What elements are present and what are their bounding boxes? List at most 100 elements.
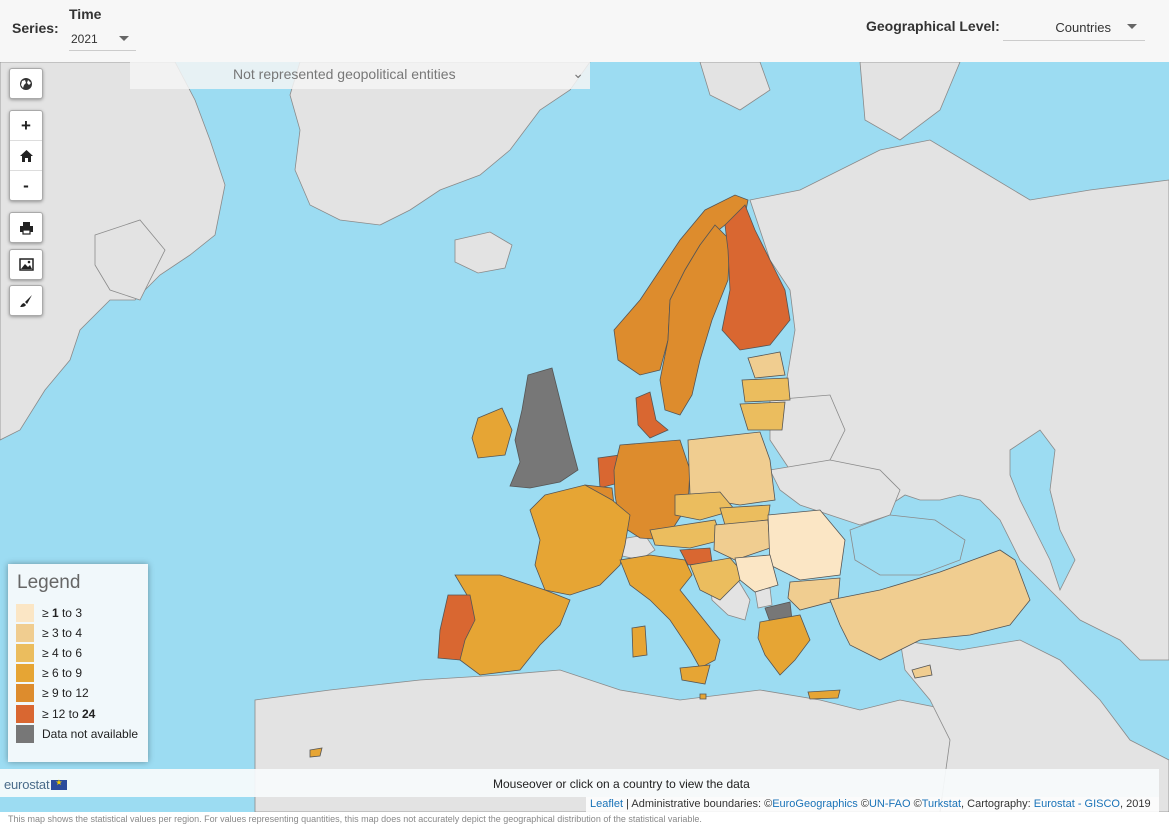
geo-level-label: Geographical Level: <box>866 18 1000 34</box>
chevron-down-icon <box>1127 24 1137 29</box>
unfao-link[interactable]: UN-FAO <box>868 798 911 810</box>
legend-to-word: to <box>61 666 72 680</box>
attribution-bar: Leaflet | Administrative boundaries: ©Eu… <box>586 797 1159 812</box>
brush-control <box>9 285 43 316</box>
caspian-sea <box>1009 429 1076 592</box>
legend-from: 12 <box>51 707 66 721</box>
print-icon[interactable] <box>10 213 42 242</box>
eu-flag-icon <box>51 778 68 790</box>
legend-from: 4 <box>51 646 59 660</box>
country-malta <box>699 693 707 700</box>
country-latvia <box>741 377 791 403</box>
country-sweden <box>659 224 731 416</box>
legend-item[interactable]: ≥ 3 to 4 <box>16 624 146 642</box>
choropleth-map[interactable] <box>0 62 1169 812</box>
legend-item[interactable]: ≥ 6 to 9 <box>16 664 146 682</box>
legend-from: 6 <box>51 666 59 680</box>
zoom-controls: + - <box>9 110 43 201</box>
legend-panel: Legend ≥ 1 to 3 ≥ 3 to 4 ≥ 4 to 6 ≥ 6 to 9 ≥… <box>8 564 148 762</box>
land-ukraine <box>769 459 901 526</box>
info-bar: eurostat Mouseover or click on a country… <box>0 769 1159 797</box>
land-iceland <box>454 231 513 274</box>
legend-from: 3 <box>51 626 59 640</box>
country-sicily <box>679 664 711 685</box>
legend-item[interactable]: ≥ 1 to 3 <box>16 604 146 622</box>
legend-label: ≥ 4 to 6 <box>42 646 82 660</box>
legend-from: 9 <box>51 686 59 700</box>
gisco-link[interactable]: Eurostat - GISCO <box>1033 798 1120 810</box>
legend-to: 12 <box>75 686 89 700</box>
country-ireland <box>471 407 513 459</box>
leaflet-link[interactable]: Leaflet <box>590 798 624 810</box>
legend-to: 6 <box>75 646 83 660</box>
country-czechia <box>674 491 736 521</box>
legend-swatch <box>16 644 34 662</box>
land-svalbard <box>699 62 771 111</box>
legend-title: Legend <box>17 572 81 593</box>
legend-label: ≥ 3 to 4 <box>42 626 82 640</box>
legend-item-na[interactable]: Data not available <box>16 725 146 743</box>
zoom-in-button[interactable]: + <box>21 115 31 135</box>
mouseover-hint: Mouseover or click on a country to view … <box>493 777 750 791</box>
home-icon[interactable] <box>10 140 42 170</box>
eurostat-logo: eurostat <box>4 777 68 792</box>
country-portugal <box>437 594 476 661</box>
legend-to: 3 <box>75 606 83 620</box>
country-lithuania <box>739 401 786 431</box>
globe-icon[interactable] <box>10 69 42 98</box>
legend-ge: ≥ <box>42 707 49 721</box>
geo-level-value: Countries <box>1055 20 1111 35</box>
legend-to-word: to <box>68 707 79 721</box>
land-novaya <box>859 62 961 141</box>
black-sea <box>849 514 966 576</box>
time-value: 2021 <box>71 32 98 46</box>
legend-to-word: to <box>61 606 72 620</box>
chevron-down-icon: ⌄ <box>572 65 584 81</box>
top-toolbar: Series: Time 2021 Geographical Level: Co… <box>0 0 1169 62</box>
legend-to-word: to <box>61 646 72 660</box>
time-dropdown[interactable]: 2021 <box>69 26 136 51</box>
legend-to: 4 <box>75 626 83 640</box>
map-canvas[interactable] <box>0 62 1169 812</box>
country-hungary <box>713 519 771 561</box>
legend-swatch <box>16 725 34 743</box>
globe-control <box>9 68 43 99</box>
eurogeographics-link[interactable]: EuroGeographics <box>772 798 858 810</box>
legend-to-word: to <box>61 626 72 640</box>
legend-label: ≥ 6 to 9 <box>42 666 82 680</box>
zoom-out-button[interactable]: - <box>10 170 42 200</box>
legend-ge: ≥ <box>42 666 49 680</box>
country-serbia <box>734 554 779 593</box>
legend-to-word: to <box>61 686 72 700</box>
country-romania <box>767 509 846 581</box>
land-greenland <box>289 62 591 226</box>
geo-level-dropdown[interactable]: Countries <box>1003 12 1145 41</box>
legend-to: 9 <box>75 666 83 680</box>
legend-ge: ≥ <box>42 606 49 620</box>
country-italy <box>619 554 721 669</box>
turkstat-link[interactable]: Turkstat <box>921 798 962 810</box>
legend-item[interactable]: ≥ 9 to 12 <box>16 684 146 702</box>
legend-item[interactable]: ≥ 4 to 6 <box>16 644 146 662</box>
image-control <box>9 249 43 280</box>
not-represented-label: Not represented geopolitical entities <box>233 66 456 82</box>
country-sardinia <box>631 625 648 658</box>
country-finland <box>721 204 791 351</box>
country-crete <box>807 689 841 700</box>
legend-to: 24 <box>82 707 96 721</box>
country-croatia <box>689 557 746 601</box>
country-cyprus <box>911 664 933 679</box>
country-turkey <box>829 549 1031 661</box>
legend-label: ≥ 12 to 24 <box>42 707 95 721</box>
chevron-down-icon <box>119 36 129 41</box>
not-represented-dropdown[interactable]: Not represented geopolitical entities ⌄ <box>130 62 590 89</box>
country-bulgaria <box>787 577 841 611</box>
country-denmark <box>635 391 669 439</box>
attribution-text: | Administrative boundaries: © <box>623 798 773 810</box>
legend-item[interactable]: ≥ 12 to 24 <box>16 705 146 723</box>
image-icon[interactable] <box>10 250 42 279</box>
legend-swatch <box>16 684 34 702</box>
legend-label: Data not available <box>42 727 139 741</box>
legend-swatch <box>16 664 34 682</box>
brush-icon[interactable] <box>10 286 42 315</box>
